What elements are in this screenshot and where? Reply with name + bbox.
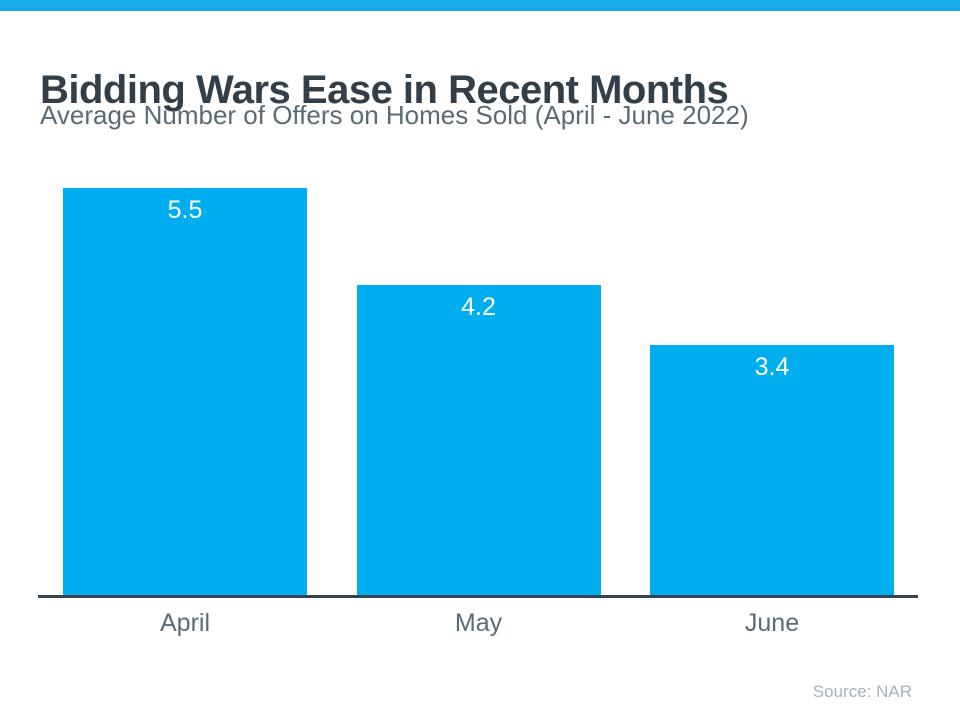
category-label-june: June: [744, 609, 800, 637]
bar-may: 4.2: [356, 284, 601, 598]
bars: 5.5 4.2 3.4: [38, 188, 918, 598]
category-label-april: April: [159, 609, 210, 637]
bar-value-label-april: 5.5: [167, 196, 203, 224]
top-accent-bar: [0, 0, 960, 11]
source-caption: Source: NAR: [812, 682, 912, 701]
bar-april: 5.5: [63, 188, 307, 598]
bar-value-label-june: 3.4: [754, 352, 790, 381]
category-label-may: May: [454, 609, 503, 637]
x-axis-line: [38, 595, 918, 598]
category-labels: April May June: [38, 608, 918, 638]
bar-chart: 5.5 4.2 3.4: [38, 188, 918, 598]
bar-june: 3.4: [650, 344, 894, 598]
bar-value-label-may: 4.2: [461, 292, 496, 321]
chart-title: Bidding Wars Ease in Recent Months: [40, 67, 729, 112]
chart-subtitle: Average Number of Offers on Homes Sold (…: [40, 100, 749, 130]
